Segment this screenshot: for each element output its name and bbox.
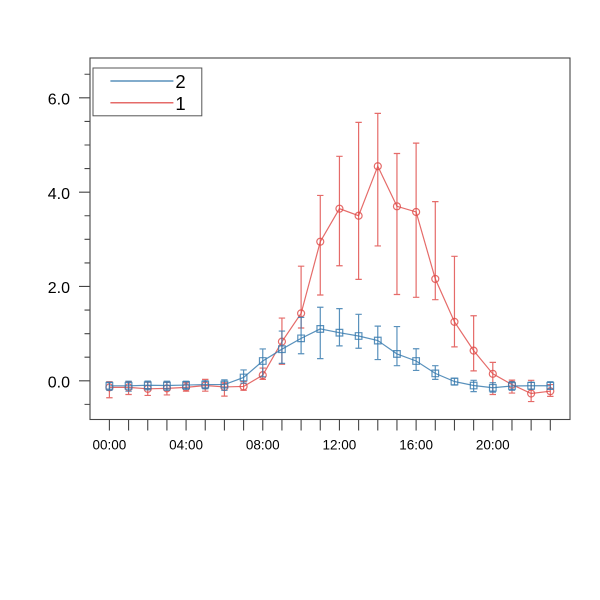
svg-text:0.0: 0.0 xyxy=(48,374,70,391)
svg-text:12:00: 12:00 xyxy=(323,438,357,453)
svg-text:2.0: 2.0 xyxy=(48,280,70,297)
svg-text:6.0: 6.0 xyxy=(48,91,70,108)
svg-text:1: 1 xyxy=(175,93,185,114)
svg-text:16:00: 16:00 xyxy=(399,438,433,453)
svg-text:4.0: 4.0 xyxy=(48,186,70,203)
svg-text:20:00: 20:00 xyxy=(476,438,510,453)
svg-text:00:00: 00:00 xyxy=(93,438,127,453)
svg-text:04:00: 04:00 xyxy=(169,438,203,453)
svg-text:08:00: 08:00 xyxy=(246,438,280,453)
svg-text:2: 2 xyxy=(175,71,185,92)
